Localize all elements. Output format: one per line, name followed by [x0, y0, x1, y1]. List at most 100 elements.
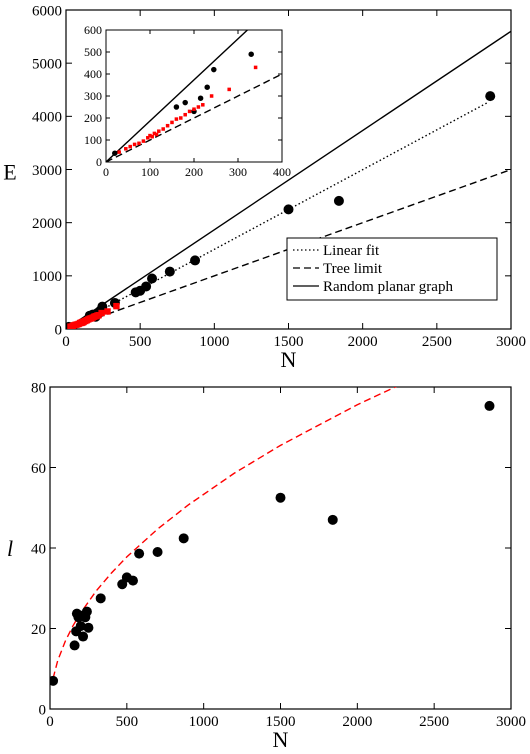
top-y-tick-label: 0	[55, 322, 63, 338]
bottom-x-tick-label: 2500	[419, 714, 449, 730]
top-y-tick-label: 6000	[32, 3, 62, 19]
inset-x-tick-label: 0	[103, 165, 109, 179]
inset-red-square-point	[174, 117, 179, 121]
bottom-black-circle-point	[95, 593, 106, 604]
inset-red-square-point	[157, 129, 161, 133]
inset-red-square-point	[209, 94, 214, 98]
top-x-axis: 0 500 1000 1500 2000 2500 3000	[62, 10, 526, 350]
bottom-black-circle-point	[78, 631, 89, 642]
bottom-black-circle-point	[275, 492, 286, 503]
top-black-circle-point	[141, 281, 152, 292]
bottom-x-tick-label: 500	[116, 714, 139, 730]
inset-red-square-point	[253, 65, 258, 70]
bottom-y-tick-label: 80	[31, 380, 46, 396]
inset-red-square-point	[161, 127, 165, 131]
inset-red-square-point	[117, 150, 121, 154]
bottom-black-circle-point	[81, 606, 92, 617]
inset-plot: 0 100 200 300 400 0 100 200 300 400 500 600	[84, 1, 329, 179]
legend-box	[286, 237, 498, 301]
inset-red-square-point	[154, 132, 159, 137]
top-x-tick-label: 2000	[348, 334, 378, 350]
bottom-y-tick-label: 20	[31, 622, 46, 638]
inset-red-square-point	[128, 144, 132, 149]
inset-black-circle-point	[248, 51, 254, 57]
top-panel: 0 500 1000 1500 2000 2500 3000 010002000300040…	[3, 1, 526, 372]
top-black-circle-point	[164, 266, 175, 277]
bottom-y-axis: 0 20 40 60 80	[31, 380, 511, 718]
top-x-tick-label: 3000	[496, 334, 526, 350]
bottom-x-tick-label: 1000	[189, 714, 219, 730]
top-series-points	[66, 91, 496, 329]
top-x-tick-label: 500	[129, 334, 152, 350]
bottom-plot-frame	[49, 386, 512, 710]
inset-red-square-point	[141, 139, 146, 143]
bottom-black-circle-point	[127, 575, 138, 586]
inset-red-square-point	[137, 141, 141, 146]
bottom-black-circle-point	[327, 514, 338, 525]
inset-plot-frame	[105, 29, 283, 163]
top-x-tick-label: 1500	[274, 334, 304, 350]
inset-y-axis: 0 100 200 300 400 500 600	[84, 23, 282, 169]
inset-y-tick-label: 500	[84, 45, 102, 59]
bottom-x-tick-label: 0	[46, 714, 54, 730]
inset-red-square-point	[192, 107, 196, 111]
top-y-tick-label: 5000	[32, 56, 62, 72]
inset-x-axis: 0 100 200 300 400	[103, 30, 291, 179]
bottom-panel: 0 500 1000 1500 2000 2500 3000 0 20 40 60 80 N l	[7, 380, 526, 752]
inset-y-tick-label: 200	[84, 111, 102, 125]
inset-y-tick-label: 400	[84, 67, 102, 81]
top-black-circle-point	[190, 255, 201, 266]
legend-label-random-planar-graph: Random planar graph	[323, 279, 453, 295]
top-y-tick-label: 4000	[32, 110, 62, 126]
bottom-y-axis-title: l	[7, 536, 13, 561]
inset-black-circle-point	[204, 84, 210, 90]
inset-y-tick-label: 600	[84, 23, 102, 37]
top-y-tick-label: 3000	[32, 163, 62, 179]
inset-x-tick-label: 400	[273, 165, 291, 179]
inset-red-square-point	[187, 109, 192, 114]
top-y-axis-title: E	[3, 160, 16, 185]
inset-red-square-point	[196, 105, 201, 109]
bottom-black-circle-point	[50, 675, 59, 686]
bottom-y-tick-label: 0	[39, 702, 47, 718]
top-x-tick-label: 1000	[199, 334, 229, 350]
top-x-axis-title: N	[281, 347, 297, 372]
bottom-x-tick-label: 3000	[496, 714, 526, 730]
top-black-circle-point	[485, 91, 496, 102]
inset-black-circle-point	[173, 104, 180, 110]
bottom-fit-line	[52, 387, 397, 679]
bottom-x-tick-label: 2000	[342, 714, 372, 730]
top-x-tick-label: 0	[62, 334, 70, 350]
top-red-square-point	[104, 308, 111, 315]
bottom-black-circle-point	[484, 400, 495, 411]
top-x-tick-label: 2500	[422, 334, 452, 350]
inset-y-tick-label: 300	[84, 89, 102, 103]
top-random-planar-graph-line	[66, 30, 511, 329]
inset-black-circle-point	[323, 1, 329, 7]
inset-red-square-point	[179, 116, 183, 120]
bottom-black-circle-point	[134, 548, 145, 559]
legend-label-linear-fit: Linear fit	[323, 243, 380, 259]
inset-y-tick-label: 100	[84, 133, 102, 147]
inset-red-square-point	[150, 134, 154, 139]
top-y-tick-label: 1000	[32, 269, 62, 285]
legend: Linear fit Tree limit Random planar grap…	[286, 237, 498, 301]
inset-red-square-point	[146, 136, 150, 140]
inset-red-square-point	[152, 131, 157, 136]
inset-black-circle-point	[182, 99, 188, 106]
bottom-x-tick-label: 1500	[266, 714, 296, 730]
legend-label-tree-limit: Tree limit	[323, 261, 383, 277]
bottom-x-axis: 0 500 1000 1500 2000 2500 3000	[46, 387, 526, 730]
inset-black-circle-point	[211, 66, 217, 73]
bottom-y-tick-label: 40	[31, 541, 46, 557]
top-black-circle-point	[283, 204, 294, 215]
inset-red-square-point	[124, 147, 128, 151]
top-red-square-point	[98, 309, 105, 317]
bottom-black-circle-point	[178, 533, 189, 544]
bottom-x-axis-title: N	[273, 727, 289, 752]
top-y-tick-label: 2000	[32, 216, 62, 232]
inset-red-square-point	[170, 120, 174, 125]
bottom-black-circle-point	[152, 547, 163, 558]
